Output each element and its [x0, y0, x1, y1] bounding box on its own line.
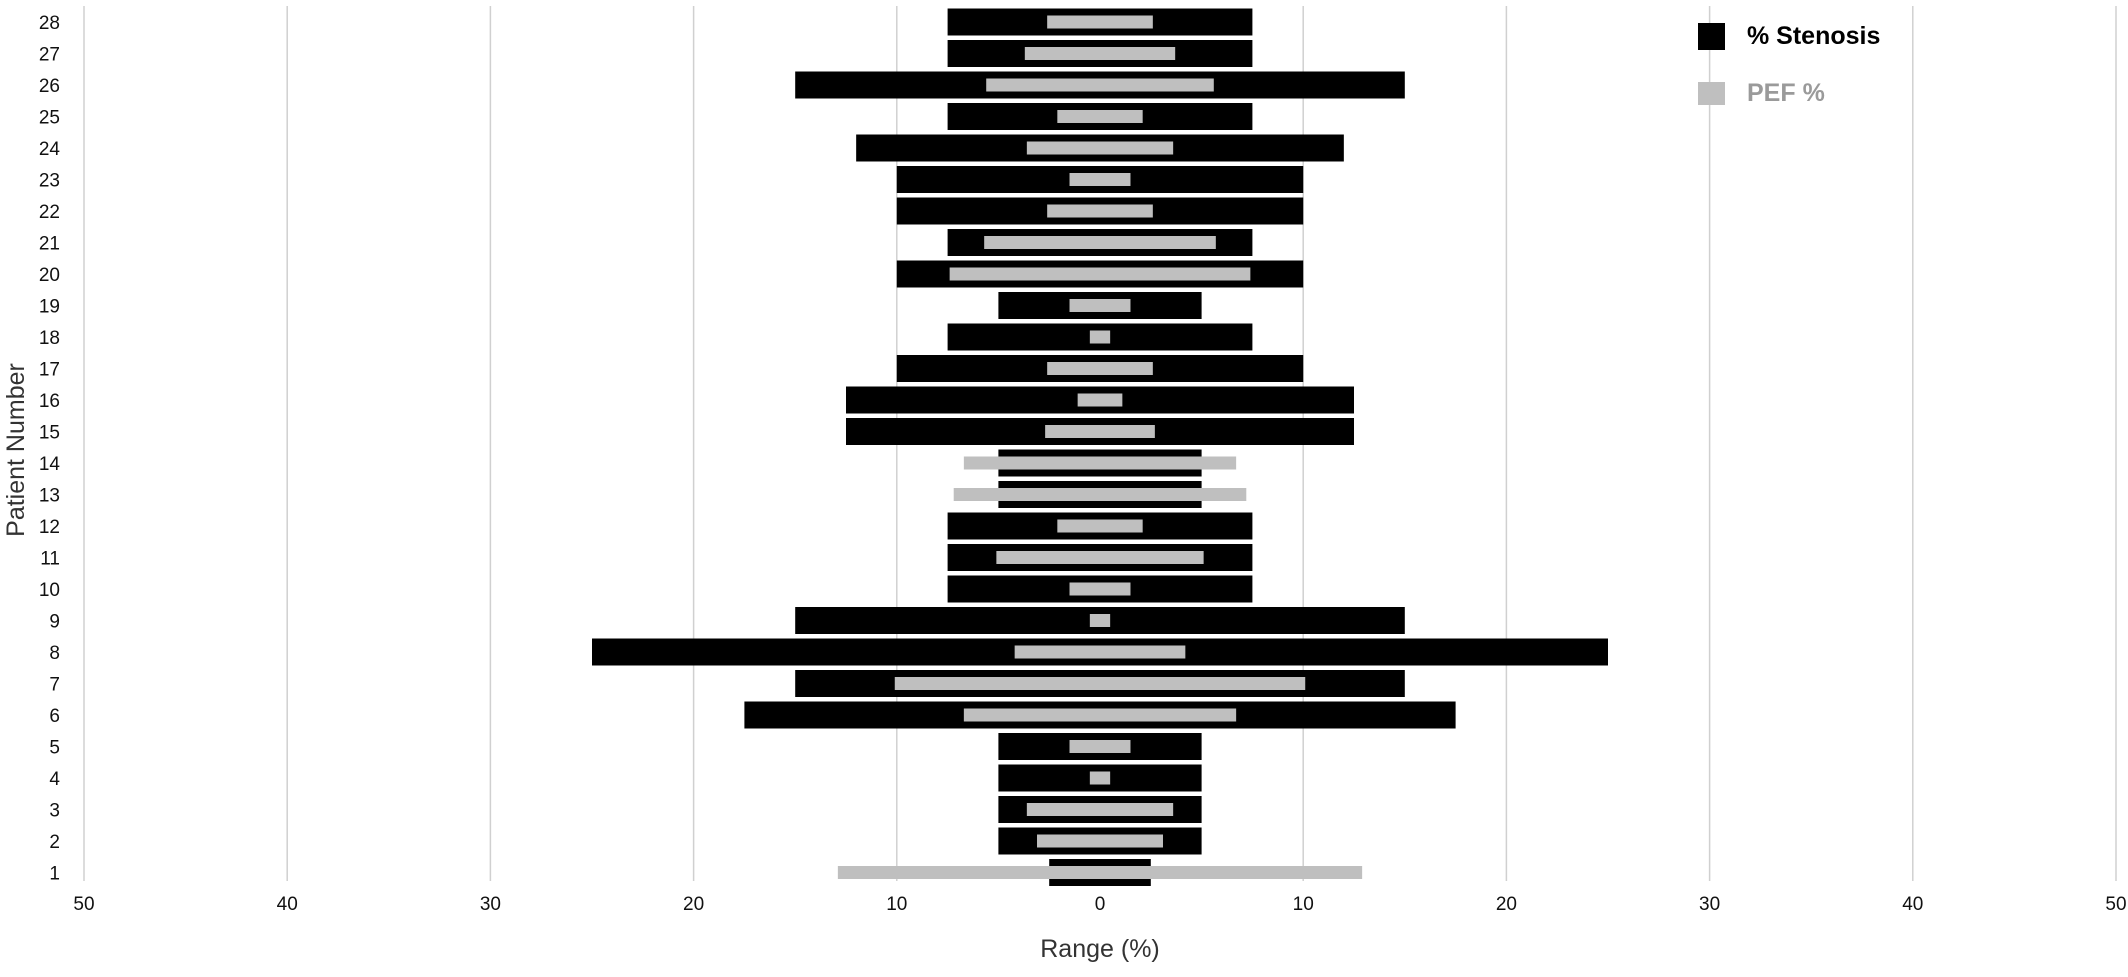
pef-bar: [1047, 204, 1153, 218]
legend-swatch-pef: [1698, 82, 1725, 105]
x-tick-label: 0: [1095, 894, 1106, 915]
pef-bar: [1047, 15, 1153, 29]
pef-bar: [1037, 834, 1163, 848]
x-tick-label: 30: [1699, 894, 1720, 915]
x-axis-title: Range (%): [1040, 935, 1160, 963]
x-tick-label: 10: [1293, 894, 1314, 915]
y-tick-label: 2: [49, 832, 60, 853]
y-tick-label: 17: [39, 360, 60, 381]
y-tick-label: 19: [39, 297, 60, 318]
pef-bar: [1089, 330, 1111, 344]
x-tick-label: 30: [480, 894, 501, 915]
y-tick-label: 3: [49, 801, 60, 822]
y-tick-label: 1: [49, 864, 60, 885]
y-tick-label: 13: [39, 486, 60, 507]
stenosis-series: [592, 8, 1608, 886]
pef-bar: [1024, 47, 1176, 60]
x-tick-label: 40: [277, 894, 298, 915]
pef-bar: [984, 236, 1216, 249]
y-tick-label: 8: [49, 643, 60, 664]
x-tick-label: 20: [1496, 894, 1517, 915]
y-tick-label: 16: [39, 391, 60, 412]
y-tick-label: 23: [39, 171, 60, 192]
legend-swatch-stenosis: [1698, 23, 1725, 50]
y-tick-label: 12: [39, 517, 60, 538]
pef-bar: [1069, 740, 1131, 753]
y-tick-label: 25: [39, 108, 60, 129]
pef-bar: [949, 267, 1251, 281]
y-tick-label: 27: [39, 45, 60, 66]
pef-bar: [963, 456, 1237, 470]
y-tick-label: 7: [49, 675, 60, 696]
pef-bar: [1069, 582, 1131, 596]
y-tick-label: 21: [39, 234, 60, 255]
pef-bar: [1047, 362, 1153, 375]
pef-bar: [1089, 771, 1111, 785]
x-axis-ticks: 50 40 30 20 10 0 10 20 30 40 50: [73, 894, 2126, 915]
y-tick-label: 11: [40, 549, 60, 570]
pef-bar: [1014, 645, 1186, 659]
y-tick-label: 22: [39, 202, 60, 223]
pef-bar: [986, 78, 1214, 92]
pef-bar: [953, 488, 1247, 501]
pef-bar: [894, 677, 1306, 690]
y-tick-label: 28: [39, 13, 60, 34]
pef-bar: [1026, 803, 1174, 816]
x-tick-label: 10: [886, 894, 907, 915]
y-tick-label: 15: [39, 423, 60, 444]
y-tick-label: 10: [39, 580, 60, 601]
y-tick-label: 18: [39, 328, 60, 349]
pef-bar: [1069, 299, 1131, 312]
x-tick-label: 20: [683, 894, 704, 915]
y-tick-label: 26: [39, 76, 60, 97]
pef-series: [837, 15, 1363, 879]
y-tick-label: 14: [39, 454, 61, 475]
y-axis-ticks: 1234567891011121314151617181920212223242…: [39, 13, 61, 885]
pef-bar: [1057, 519, 1143, 533]
pef-bar: [1089, 614, 1111, 627]
pef-bar: [1069, 173, 1131, 186]
pef-bar: [1026, 141, 1174, 155]
pef-bar: [996, 551, 1204, 564]
pef-bar: [837, 866, 1363, 879]
legend: % Stenosis PEF %: [1698, 22, 1880, 107]
y-tick-label: 4: [49, 769, 60, 790]
x-tick-label: 40: [1902, 894, 1923, 915]
y-tick-label: 24: [39, 139, 61, 160]
pef-bar: [963, 708, 1237, 722]
x-tick-label: 50: [73, 894, 94, 915]
pef-bar: [1045, 425, 1155, 438]
y-axis-title: Patient Number: [2, 363, 30, 537]
y-tick-label: 9: [49, 612, 60, 633]
legend-label-pef: PEF %: [1747, 79, 1825, 107]
pef-bar: [1077, 393, 1123, 407]
x-tick-label: 50: [2105, 894, 2126, 915]
y-tick-label: 20: [39, 265, 60, 286]
y-tick-label: 5: [49, 738, 60, 759]
legend-label-stenosis: % Stenosis: [1747, 22, 1880, 50]
pef-bar: [1057, 110, 1143, 123]
y-tick-label: 6: [49, 706, 60, 727]
